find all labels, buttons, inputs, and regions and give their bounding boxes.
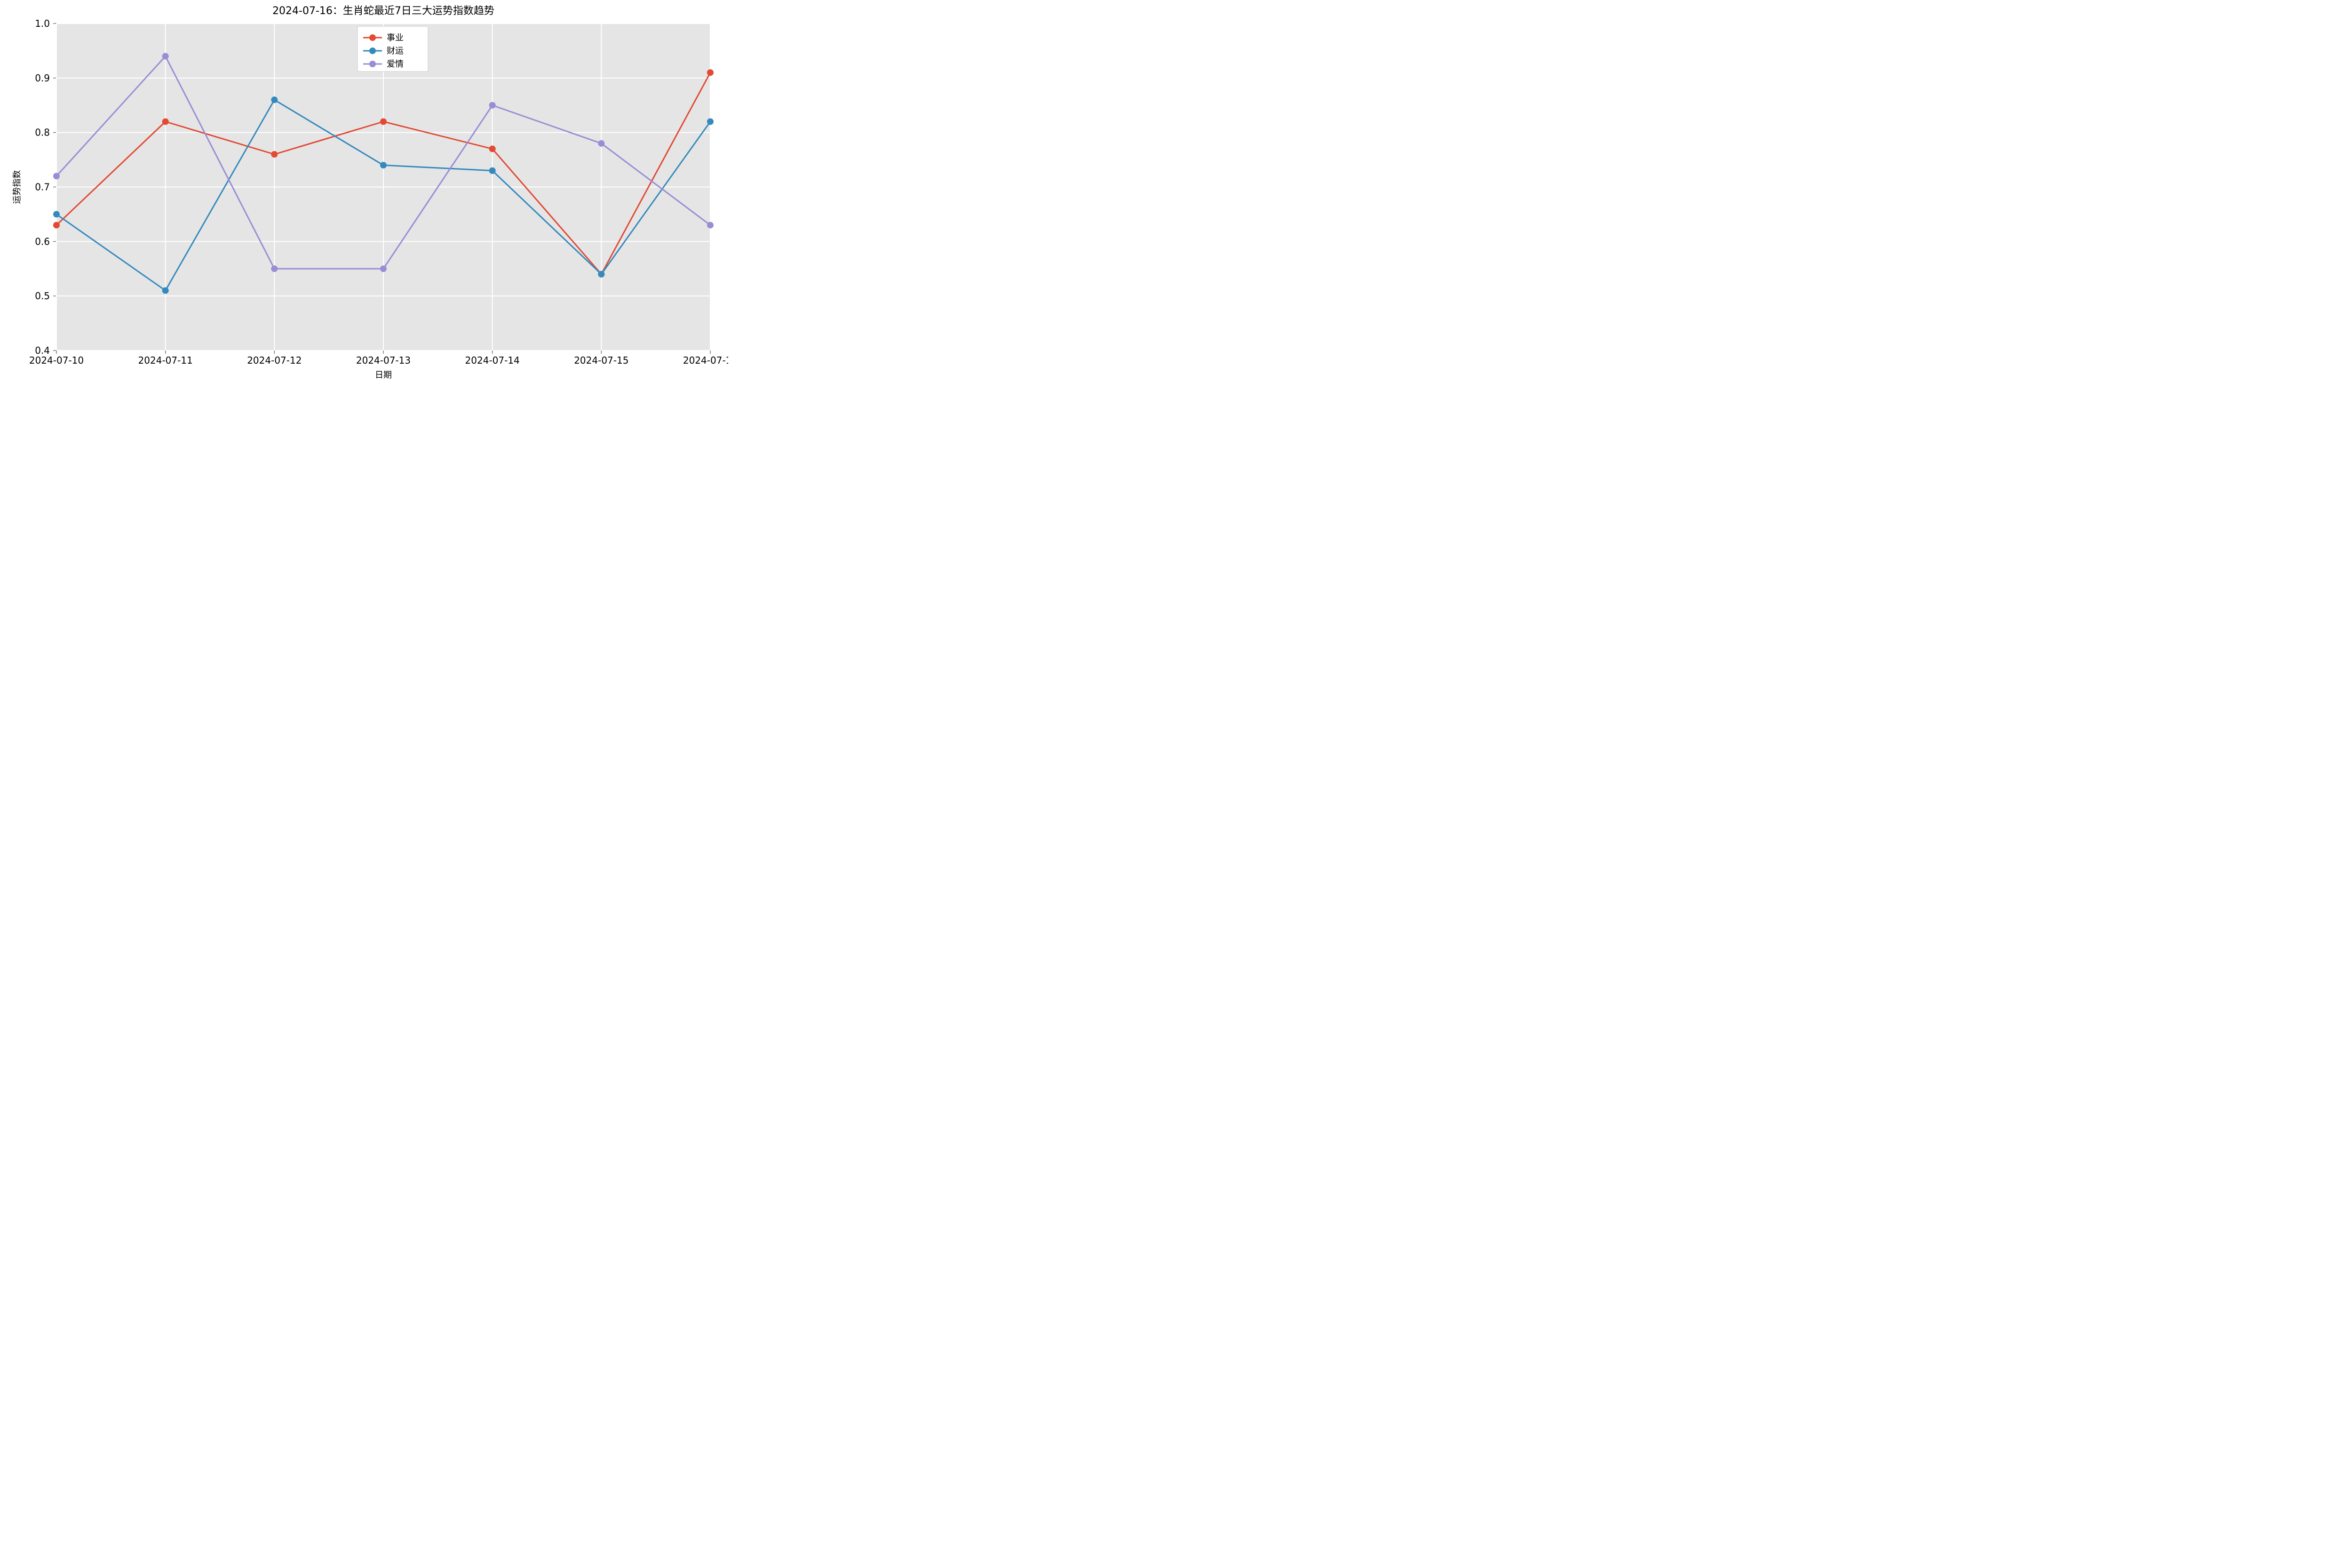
series-marker xyxy=(707,119,714,125)
ytick-label: 0.8 xyxy=(35,127,50,138)
series-marker xyxy=(380,119,387,125)
series-marker xyxy=(271,151,278,158)
series-marker xyxy=(598,271,604,278)
line-chart: 0.40.50.60.70.80.91.02024-07-102024-07-1… xyxy=(0,0,728,392)
xtick-label: 2024-07-11 xyxy=(138,355,193,366)
ytick-label: 0.5 xyxy=(35,290,50,302)
legend-item-label: 财运 xyxy=(387,46,404,56)
series-marker xyxy=(271,96,278,103)
series-marker xyxy=(162,119,169,125)
y-axis-label: 运势指数 xyxy=(12,170,22,204)
series-marker xyxy=(489,145,496,152)
ytick-label: 0.9 xyxy=(35,72,50,84)
ytick-label: 1.0 xyxy=(35,18,50,29)
legend-item-label: 爱情 xyxy=(387,59,404,69)
ytick-label: 0.7 xyxy=(35,182,50,193)
series-marker xyxy=(162,53,169,60)
series-marker xyxy=(271,265,278,272)
legend: 事业财运爱情 xyxy=(358,26,428,72)
series-marker xyxy=(53,211,60,217)
x-axis-label: 日期 xyxy=(375,370,392,380)
series-marker xyxy=(598,140,604,147)
xtick-label: 2024-07-16 xyxy=(683,355,728,366)
xtick-label: 2024-07-14 xyxy=(465,355,520,366)
series-marker xyxy=(380,162,387,168)
xtick-label: 2024-07-12 xyxy=(247,355,302,366)
ytick-label: 0.6 xyxy=(35,236,50,247)
series-marker xyxy=(707,222,714,229)
chart-title: 2024-07-16：生肖蛇最近7日三大运势指数趋势 xyxy=(272,5,494,17)
series-marker xyxy=(162,287,169,294)
legend-item-label: 事业 xyxy=(387,33,404,43)
xtick-label: 2024-07-10 xyxy=(29,355,84,366)
xtick-label: 2024-07-15 xyxy=(574,355,628,366)
series-marker xyxy=(380,265,387,272)
series-marker xyxy=(707,69,714,76)
series-marker xyxy=(489,102,496,109)
series-marker xyxy=(489,167,496,174)
chart-container: 0.40.50.60.70.80.91.02024-07-102024-07-1… xyxy=(0,0,728,392)
xtick-label: 2024-07-13 xyxy=(356,355,411,366)
series-marker xyxy=(53,173,60,179)
series-marker xyxy=(53,222,60,229)
